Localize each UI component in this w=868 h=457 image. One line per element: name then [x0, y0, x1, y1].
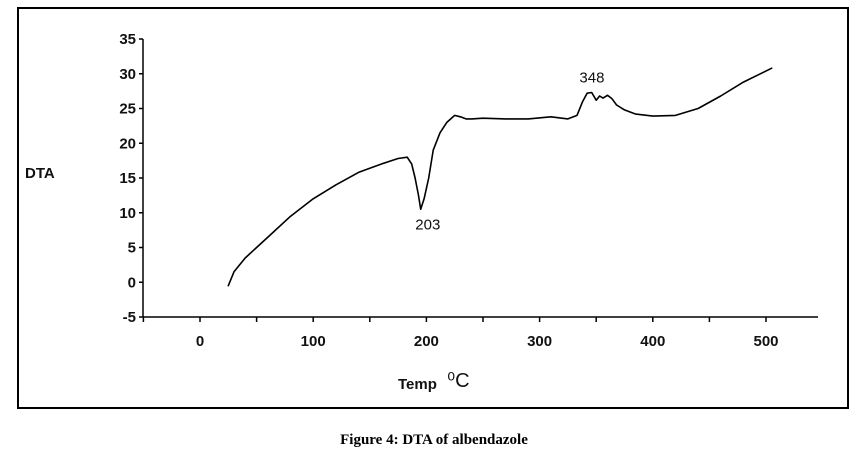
axes: [142, 39, 818, 318]
x-axis-label-main: Temp: [398, 376, 437, 393]
y-axis-label: DTA: [25, 165, 55, 182]
x-tick-label: 200: [414, 333, 439, 350]
peak-annotations: 203 348: [415, 70, 604, 234]
x-axis-label: Temp ⁰C: [398, 370, 470, 393]
y-axis-ticks: -5 0 5 10 15 20 25 30 35: [119, 31, 143, 326]
x-axis-ticks: 0 100 200 300 400 500: [142, 317, 779, 350]
figure-caption: Figure 4: DTA of albendazole: [340, 432, 528, 448]
y-tick-label: 20: [119, 135, 136, 152]
chart-frame: [17, 7, 849, 409]
y-tick-label: 5: [128, 240, 136, 257]
y-tick-label: 10: [119, 205, 136, 222]
y-tick-label: 35: [119, 31, 136, 48]
x-tick-label: 0: [196, 333, 204, 350]
peak-label-203: 203: [415, 216, 440, 233]
y-tick-label: 30: [119, 66, 136, 83]
dta-curve: [227, 67, 773, 287]
peak-label-348: 348: [579, 70, 604, 87]
x-tick-label: 100: [301, 333, 326, 350]
x-axis-label-unit: ⁰C: [447, 370, 469, 392]
y-tick-label: 15: [119, 170, 136, 187]
y-tick-label: 25: [119, 101, 136, 118]
x-tick-label: 500: [753, 333, 778, 350]
y-tick-label: 0: [128, 274, 136, 291]
x-tick-label: 400: [640, 333, 665, 350]
x-tick-label: 300: [527, 333, 552, 350]
y-tick-label: -5: [123, 309, 136, 326]
